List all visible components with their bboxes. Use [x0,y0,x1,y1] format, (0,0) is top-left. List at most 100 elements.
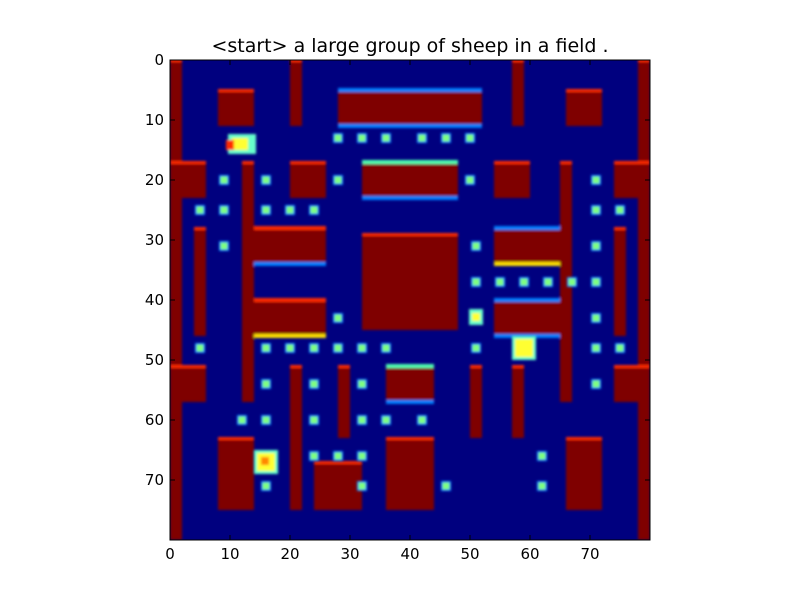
maze-wall-edge [194,227,206,230]
pellet [472,344,480,352]
pellet [310,206,318,214]
pellet [592,176,600,184]
maze-wall-edge [560,161,572,164]
maze-wall [494,228,566,264]
pellet [262,176,270,184]
pellet [496,278,504,286]
maze-wall-edge [170,60,182,62]
x-tick-label: 10 [220,545,239,563]
x-tick-label: 70 [580,545,599,563]
pellet [472,278,480,286]
maze-wall-edge [338,88,482,92]
pellet [334,344,342,352]
pellet [442,134,450,142]
y-axis: 0 10 20 30 40 50 60 70 [145,51,650,489]
maze-wall [338,366,350,438]
maze-wall-edge [470,365,482,368]
pellet [262,482,270,490]
maze-wall-edge [512,365,524,368]
pellet [286,344,294,352]
pellet [382,134,390,142]
maze-wall-edge [494,262,566,266]
maze-wall-edge [614,365,650,368]
pellet [382,344,390,352]
maze-wall-edge [314,461,362,464]
pellet [262,416,270,424]
maze-wall-edge [362,233,458,236]
ghost-center-sprite [512,336,536,360]
sprite-core [232,138,248,150]
pellet [466,176,474,184]
x-tick-label: 30 [340,545,359,563]
maze-wall-edge [362,196,458,200]
maze-wall [170,366,206,402]
pellet [358,380,366,388]
maze-wall-edge [338,124,482,128]
figure-title: <start> a large group of sheep in a fiel… [211,35,608,57]
plot-area [170,60,650,540]
maze-wall [338,90,482,126]
maze-wall [242,162,254,402]
pellet [592,380,600,388]
pellet [568,278,576,286]
pellet [418,134,426,142]
ghost-bottom-sprite [254,450,278,474]
maze-wall-edge [254,262,326,266]
maze-wall [494,162,530,198]
player-ship-sprite [226,134,256,154]
pellet [592,344,600,352]
maze-wall-edge [566,437,602,440]
pellet [238,416,246,424]
maze-wall-edge [614,227,626,230]
pellet [196,206,204,214]
maze-wall [194,228,206,336]
y-tick-label: 20 [145,171,164,189]
maze-wall [566,90,602,126]
maze-wall [386,366,434,402]
maze-wall-edge [242,334,326,338]
x-tick-label: 50 [460,545,479,563]
pellet [310,416,318,424]
maze-wall-edge [218,89,254,92]
pellet [418,416,426,424]
pellet [538,482,546,490]
maze-wall-edge [254,226,326,230]
pellet [616,206,624,214]
pellet [262,344,270,352]
maze-wall-edge [614,161,650,164]
pellet [358,482,366,490]
pellet [334,176,342,184]
maze-wall [170,162,206,198]
y-tick-label: 0 [154,51,164,69]
maze-wall-edge [386,400,434,404]
maze-wall-edge [338,365,350,368]
pellet [334,314,342,322]
pellet [310,344,318,352]
maze-wall-edge [386,364,434,368]
pellet [592,206,600,214]
maze-wall [614,228,626,336]
pellet [538,452,546,460]
maze-wall [362,162,458,198]
pellet [220,206,228,214]
sprites [226,134,536,474]
pellet [358,344,366,352]
pellet [466,134,474,142]
pellet [334,134,342,142]
pellet [592,314,600,322]
pellet [358,416,366,424]
maze-wall-edge [242,161,254,164]
maze-wall-edge [290,60,302,62]
y-tick-label: 50 [145,351,164,369]
maze-wall [290,162,326,198]
maze-wall [218,90,254,126]
sprite-accent [226,140,234,150]
maze-wall-edge [494,226,566,230]
y-tick-label: 30 [145,231,164,249]
maze-wall-edge [386,437,434,440]
maze-wall [362,234,458,330]
y-tick-label: 10 [145,111,164,129]
maze-wall-edge [218,437,254,440]
x-axis: 0 10 20 30 40 50 60 70 [165,60,600,563]
